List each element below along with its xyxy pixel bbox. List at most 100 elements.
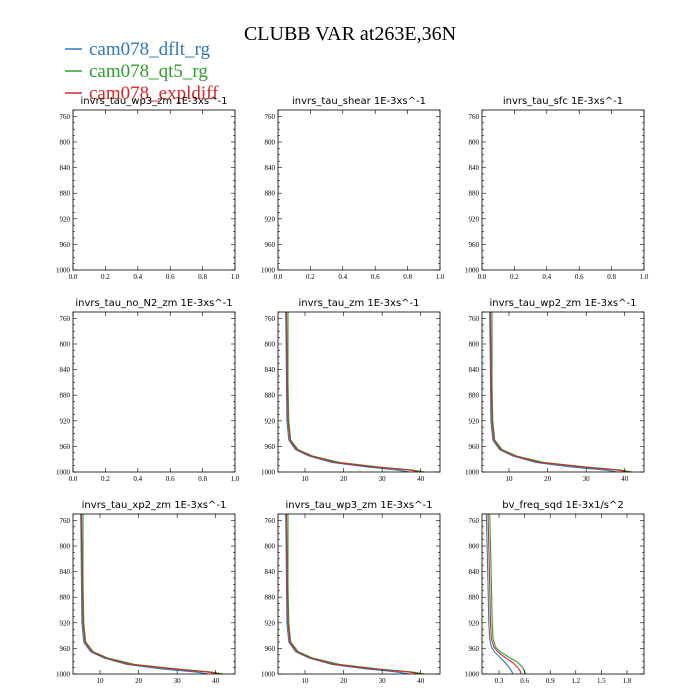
x-tick-label: 1.0 <box>231 273 240 281</box>
y-tick-label: 1000 <box>56 671 71 679</box>
series-line <box>285 311 410 473</box>
panel: invrs_tau_wp3_zm 1E-3xs^-1 760 800 840 880 92… <box>261 500 441 685</box>
y-tick-label: 880 <box>60 594 71 602</box>
y-tick-label: 840 <box>60 568 71 576</box>
y-tick-label: 960 <box>265 241 276 249</box>
y-tick-label: 760 <box>60 517 71 525</box>
y-tick-label: 880 <box>469 392 480 400</box>
y-tick-label: 800 <box>469 139 480 147</box>
x-tick-label: 0.6 <box>520 677 529 685</box>
x-tick-label: 0.2 <box>510 273 519 281</box>
series-line <box>82 514 224 675</box>
y-tick-label: 880 <box>60 392 71 400</box>
legend-label: cam078_qt5_rg <box>89 61 208 82</box>
y-tick-label: 840 <box>265 164 276 172</box>
x-tick-label: 20 <box>340 475 348 483</box>
panel-title: invrs_tau_shear 1E-3xs^-1 <box>292 96 426 107</box>
x-tick-label: 0.6 <box>371 273 380 281</box>
y-tick-label: 1000 <box>56 469 71 477</box>
y-tick-label: 760 <box>265 315 276 323</box>
x-tick-label: 20 <box>340 677 348 685</box>
x-tick-label: 40 <box>621 475 629 483</box>
series-line <box>285 513 410 675</box>
y-tick-label: 760 <box>469 517 480 525</box>
series-line <box>287 514 425 675</box>
y-tick-label: 840 <box>469 568 480 576</box>
panel-frame <box>277 513 441 675</box>
legend-entry: cam078_expldiff <box>65 83 219 104</box>
x-tick-label: 40 <box>417 677 425 685</box>
x-tick-label: 30 <box>379 677 387 685</box>
y-tick-label: 1000 <box>261 267 276 275</box>
x-tick-label: 0.2 <box>306 273 315 281</box>
y-tick-label: 880 <box>469 594 480 602</box>
panel-frame <box>72 109 236 271</box>
x-tick-label: 0.4 <box>133 475 142 483</box>
y-tick-label: 960 <box>265 443 276 451</box>
panels: invrs_tau_wp3_zm 1E-3xs^-1 760 800 840 880 92… <box>56 96 649 685</box>
panel-title: invrs_tau_no_N2_zm 1E-3xs^-1 <box>75 298 232 309</box>
panel-frame <box>72 311 236 473</box>
y-tick-label: 920 <box>265 619 276 627</box>
y-tick-label: 920 <box>469 417 480 425</box>
y-tick-label: 920 <box>60 619 71 627</box>
panel: invrs_tau_wp2_zm 1E-3xs^-1 760 800 840 880 92… <box>465 298 645 483</box>
x-tick-label: 0.6 <box>166 273 175 281</box>
panel-title: invrs_tau_wp3_zm 1E-3xs^-1 <box>286 500 433 511</box>
x-tick-label: 0.6 <box>575 273 584 281</box>
y-tick-label: 800 <box>60 139 71 147</box>
y-tick-label: 880 <box>265 594 276 602</box>
y-tick-label: 760 <box>60 113 71 121</box>
y-tick-label: 800 <box>265 341 276 349</box>
x-tick-label: 0.8 <box>403 273 412 281</box>
x-tick-label: 1.5 <box>597 677 606 685</box>
y-tick-label: 960 <box>469 645 480 653</box>
x-tick-label: 0.8 <box>198 273 207 281</box>
y-tick-label: 920 <box>469 619 480 627</box>
panel-frame <box>481 513 645 675</box>
x-tick-label: 0.0 <box>69 273 78 281</box>
x-tick-label: 0.3 <box>495 677 504 685</box>
x-tick-label: 40 <box>417 475 425 483</box>
y-tick-label: 960 <box>60 645 71 653</box>
y-tick-label: 920 <box>469 215 480 223</box>
series-line <box>80 513 209 675</box>
x-tick-label: 0.4 <box>542 273 551 281</box>
panel: invrs_tau_wp3_zm 1E-3xs^-1 760 800 840 880 92… <box>56 96 240 281</box>
y-tick-label: 840 <box>469 366 480 374</box>
y-tick-label: 920 <box>265 417 276 425</box>
y-tick-label: 960 <box>265 645 276 653</box>
panel-title: invrs_tau_wp3_zm 1E-3xs^-1 <box>81 96 228 107</box>
x-tick-label: 0.4 <box>338 273 347 281</box>
y-tick-label: 760 <box>469 113 480 121</box>
y-tick-label: 960 <box>469 241 480 249</box>
y-tick-label: 800 <box>265 139 276 147</box>
series-line <box>285 513 421 675</box>
y-tick-label: 1000 <box>465 469 480 477</box>
x-tick-label: 10 <box>97 677 105 685</box>
panel-frame <box>481 109 645 271</box>
x-tick-label: 20 <box>544 475 552 483</box>
x-tick-label: 0.2 <box>101 475 110 483</box>
x-tick-label: 10 <box>506 475 514 483</box>
panel-title: bv_freq_sqd 1E-3x1/s^2 <box>502 500 624 511</box>
y-tick-label: 760 <box>469 315 480 323</box>
x-tick-label: 0.8 <box>607 273 616 281</box>
series-line <box>285 311 421 473</box>
legend: cam078_dflt_rgcam078_qt5_rgcam078_expldi… <box>65 39 219 104</box>
series-line <box>80 513 220 675</box>
series-line <box>489 311 618 473</box>
panel-title: invrs_tau_wp2_zm 1E-3xs^-1 <box>490 298 637 309</box>
x-tick-label: 0.0 <box>274 273 283 281</box>
series-line <box>489 311 629 473</box>
x-tick-label: 1.0 <box>436 273 445 281</box>
y-tick-label: 760 <box>265 113 276 121</box>
y-tick-label: 960 <box>60 241 71 249</box>
y-tick-label: 840 <box>60 164 71 172</box>
panel-frame <box>277 311 441 473</box>
x-tick-label: 10 <box>302 475 310 483</box>
y-tick-label: 800 <box>265 543 276 551</box>
y-tick-label: 880 <box>469 190 480 198</box>
y-tick-label: 920 <box>60 215 71 223</box>
